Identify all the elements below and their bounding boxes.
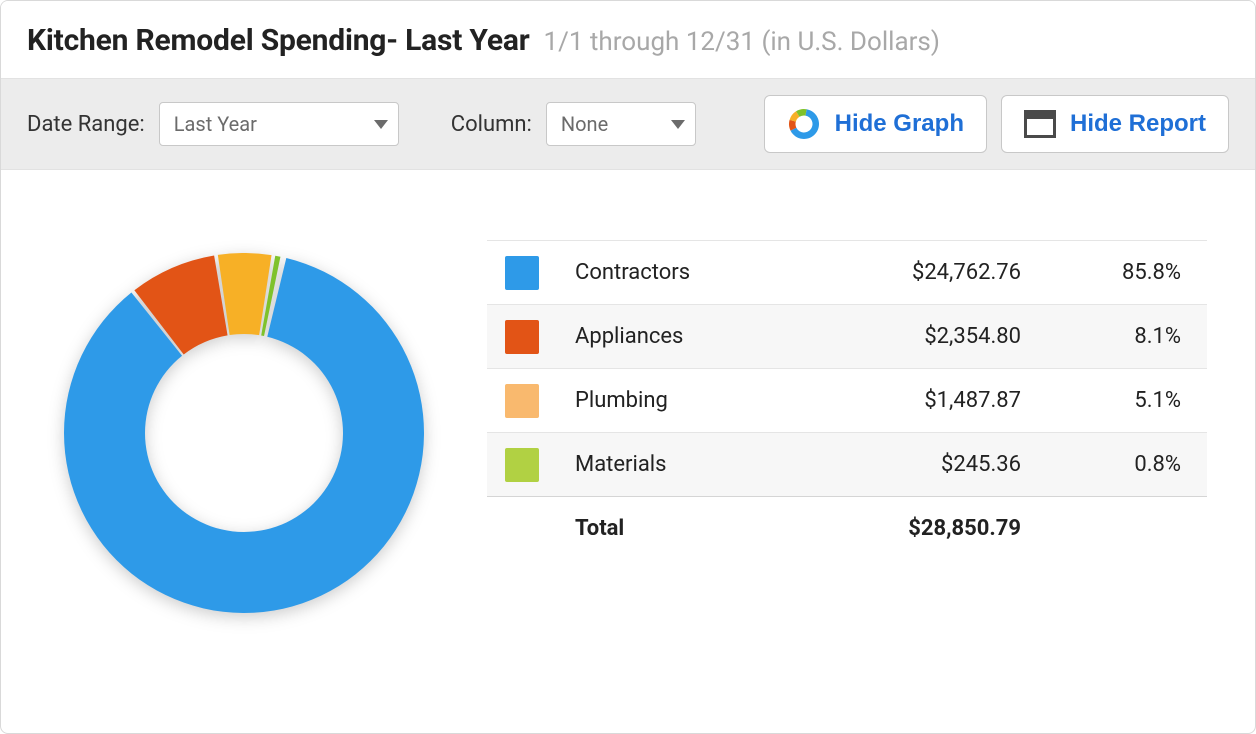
color-swatch [505,384,539,418]
date-range-value: Last Year [174,112,257,136]
table-row: Plumbing$1,487.875.1% [487,368,1207,432]
report-frame-icon [1024,110,1056,138]
category-label: Appliances [575,324,821,349]
percent-value: 5.1% [1021,388,1181,413]
color-swatch [505,448,539,482]
hide-report-button[interactable]: Hide Report [1001,95,1229,153]
amount-value: $1,487.87 [821,388,1021,413]
table-row: Materials$245.360.8% [487,432,1207,496]
percent-value: 85.8% [1021,260,1181,285]
table-row: Contractors$24,762.7685.8% [487,240,1207,304]
category-label: Materials [575,452,821,477]
spending-table: Contractors$24,762.7685.8%Appliances$2,3… [487,240,1207,560]
date-range-select[interactable]: Last Year [159,102,399,146]
donut-chart-container [49,240,439,618]
total-label: Total [575,516,821,541]
hide-report-label: Hide Report [1070,110,1206,138]
color-swatch [505,256,539,290]
amount-value: $2,354.80 [821,324,1021,349]
report-header: Kitchen Remodel Spending- Last Year 1/1 … [1,1,1255,78]
donut-chart [59,248,429,618]
report-subtitle: 1/1 through 12/31 (in U.S. Dollars) [544,27,940,57]
table-total-row: Total$28,850.79 [487,496,1207,560]
report-toolbar: Date Range: Last Year Column: None Hide … [1,78,1255,170]
column-value: None [561,112,608,136]
amount-value: $24,762.76 [821,260,1021,285]
table-row: Appliances$2,354.808.1% [487,304,1207,368]
category-label: Contractors [575,260,821,285]
report-content: Contractors$24,762.7685.8%Appliances$2,3… [1,170,1255,618]
date-range-label: Date Range: [27,112,145,137]
total-amount: $28,850.79 [821,516,1021,541]
chevron-down-icon [671,120,685,129]
hide-graph-label: Hide Graph [835,110,964,138]
column-select[interactable]: None [546,102,696,146]
amount-value: $245.36 [821,452,1021,477]
report-title: Kitchen Remodel Spending- Last Year [27,23,530,58]
report-panel: Kitchen Remodel Spending- Last Year 1/1 … [0,0,1256,734]
category-label: Plumbing [575,388,821,413]
column-label: Column: [451,112,532,137]
donut-chart-icon [787,107,821,141]
percent-value: 8.1% [1021,324,1181,349]
color-swatch [505,320,539,354]
percent-value: 0.8% [1021,452,1181,477]
chevron-down-icon [374,120,388,129]
hide-graph-button[interactable]: Hide Graph [764,95,987,153]
